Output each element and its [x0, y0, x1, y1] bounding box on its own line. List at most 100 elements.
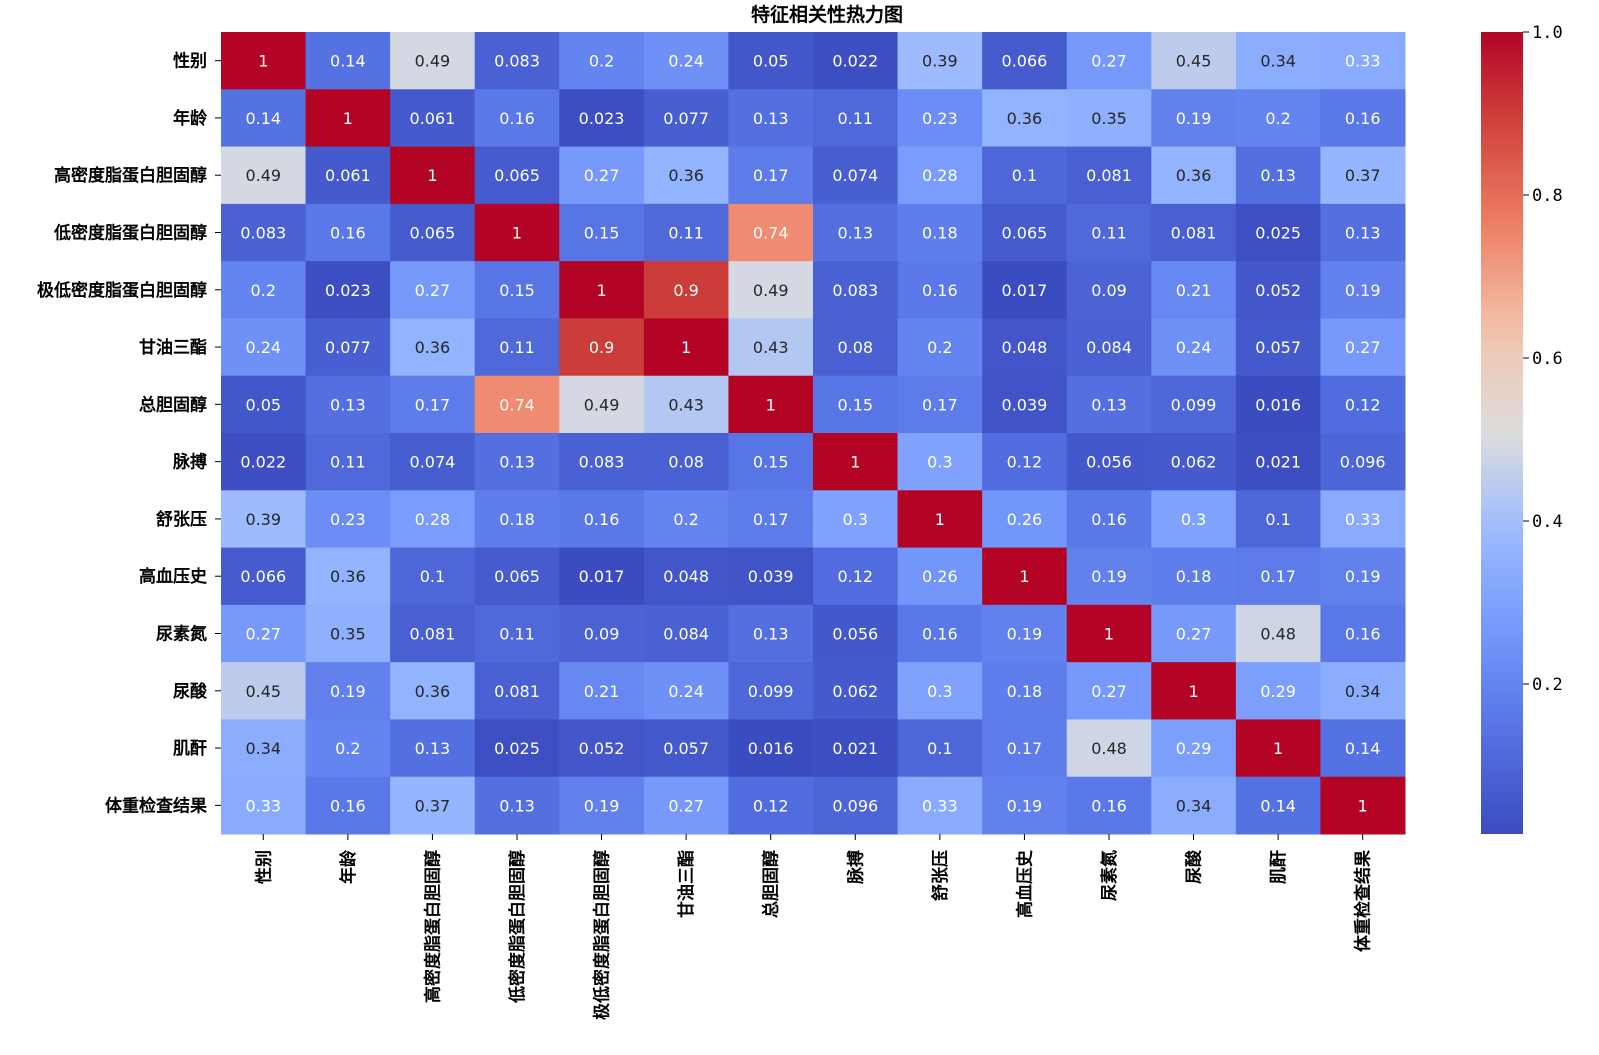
cell-value-label: 0.36: [668, 166, 704, 185]
cell-value-label: 0.096: [832, 796, 878, 815]
cell-value-label: 0.057: [1255, 338, 1301, 357]
cell-value-label: 0.039: [1002, 395, 1048, 414]
cell-value-label: 0.099: [748, 682, 794, 701]
heatmap-cell: [897, 318, 983, 377]
cell-value-label: 0.12: [1007, 453, 1043, 472]
heatmap-cell: [1151, 32, 1237, 90]
cell-value-label: 0.065: [1002, 224, 1048, 243]
cell-value-label: 0.016: [1255, 395, 1301, 414]
cell-value-label: 0.11: [668, 224, 704, 243]
heatmap-cell: [474, 32, 560, 90]
x-tick-label: 尿酸: [1184, 849, 1205, 884]
cell-value-label: 0.12: [753, 796, 789, 815]
heatmap-cell: [1320, 146, 1406, 205]
heatmap-cell: [813, 89, 899, 148]
heatmap-cell: [813, 776, 899, 835]
heatmap-cell: [1320, 433, 1406, 491]
cell-value-label: 0.24: [668, 52, 704, 71]
heatmap-cell: [643, 203, 729, 262]
cell-value-label: 0.13: [1260, 166, 1296, 185]
cell-value-label: 0.36: [330, 567, 366, 586]
cell-value-label: 0.083: [832, 281, 878, 300]
heatmap-cell: [1066, 776, 1152, 835]
x-tick-label: 性别: [253, 850, 274, 884]
heatmap-cell: [982, 490, 1068, 549]
cell-value-label: 1: [427, 166, 437, 185]
heatmap-cell: [1066, 719, 1152, 778]
cell-value-label: 0.27: [415, 281, 451, 300]
heatmap-cell: [813, 32, 899, 90]
cell-value-label: 0.19: [1345, 567, 1381, 586]
heatmap-cell: [1151, 146, 1237, 205]
heatmap-cell: [813, 662, 899, 720]
y-tick-label: 舒张压: [156, 509, 207, 530]
cell-value-label: 0.36: [1176, 166, 1212, 185]
cell-value-label: 0.28: [922, 166, 958, 185]
cell-value-label: 0.11: [499, 338, 535, 357]
cell-value-label: 0.3: [843, 510, 868, 529]
heatmap-cell: [474, 318, 560, 377]
heatmap-cell: [305, 719, 391, 778]
x-tick-label: 低密度脂蛋白胆固醇: [507, 850, 528, 1004]
cell-value-label: 0.3: [927, 453, 952, 472]
cell-value-label: 0.061: [325, 166, 371, 185]
cell-value-label: 0.18: [499, 510, 535, 529]
heatmap-cell: [982, 719, 1068, 778]
heatmap-cell: [728, 261, 814, 319]
heatmap-cell: [305, 375, 391, 434]
cell-value-label: 0.016: [748, 739, 794, 758]
heatmap-cell: [1066, 375, 1152, 434]
heatmap-cell: [390, 318, 476, 377]
heatmap-cell: [728, 604, 814, 663]
y-tick-label: 尿酸: [173, 681, 208, 702]
heatmap-cell: [1235, 375, 1321, 434]
heatmap-cell: [1151, 203, 1237, 262]
cell-value-label: 0.065: [494, 567, 540, 586]
heatmap-cell: [474, 719, 560, 778]
heatmap-cell: [305, 32, 391, 90]
cell-value-label: 0.057: [663, 739, 709, 758]
heatmap-cell: [390, 662, 476, 720]
heatmap-cell: [1151, 547, 1237, 606]
cell-value-label: 0.14: [1345, 739, 1381, 758]
heatmap-cell: [1151, 776, 1237, 835]
heatmap-cell: [897, 776, 983, 835]
heatmap-cell: [813, 490, 899, 549]
heatmap-cell: [643, 146, 729, 205]
cell-value-label: 0.017: [1002, 281, 1048, 300]
heatmap-cell: [1066, 89, 1152, 148]
heatmap-cell: [474, 547, 560, 606]
heatmap-cell: [559, 32, 645, 90]
cell-value-label: 0.11: [1091, 224, 1127, 243]
cell-value-label: 0.37: [415, 796, 451, 815]
cell-value-label: 0.24: [245, 338, 281, 357]
cell-value-label: 0.056: [832, 625, 878, 644]
heatmap-cell: [221, 203, 307, 262]
cell-value-label: 0.2: [589, 52, 614, 71]
heatmap-cell: [474, 776, 560, 835]
heatmap-cell: [982, 375, 1068, 434]
heatmap-cell: [305, 261, 391, 319]
cell-value-label: 0.33: [245, 796, 281, 815]
heatmap-cell: [305, 146, 391, 205]
heatmap-cell: [305, 433, 391, 491]
heatmap-cell: [390, 146, 476, 205]
cell-value-label: 0.74: [499, 395, 535, 414]
cell-value-label: 0.27: [1176, 625, 1212, 644]
cell-value-label: 0.34: [1260, 52, 1296, 71]
heatmap-cell: [390, 261, 476, 319]
heatmap-cell: [897, 261, 983, 319]
heatmap-cell: [982, 547, 1068, 606]
cell-value-label: 0.2: [335, 739, 360, 758]
heatmap-cell: [1066, 604, 1152, 663]
cell-value-label: 0.11: [330, 453, 366, 472]
heatmap-cell: [221, 719, 307, 778]
heatmap-cell: [897, 719, 983, 778]
cell-value-label: 0.13: [753, 109, 789, 128]
heatmap-cell: [390, 433, 476, 491]
cell-value-label: 0.08: [668, 453, 704, 472]
heatmap-cell: [813, 203, 899, 262]
heatmap-cell: [643, 433, 729, 491]
cell-value-label: 0.074: [410, 453, 456, 472]
heatmap-cell: [897, 32, 983, 90]
